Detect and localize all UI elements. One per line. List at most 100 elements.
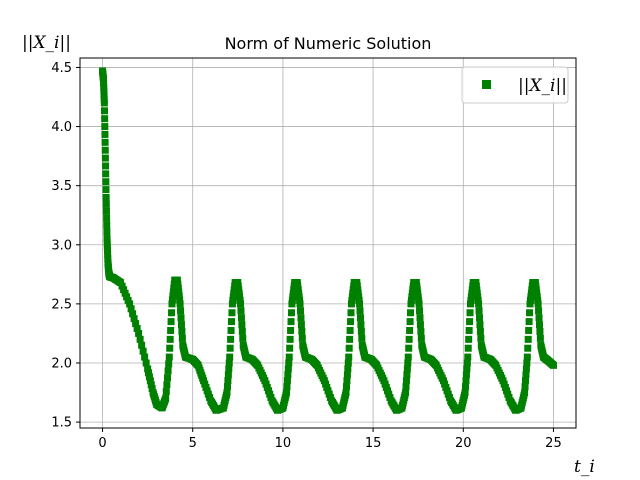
data-point	[468, 286, 476, 294]
data-layer	[99, 67, 557, 414]
data-point	[165, 353, 173, 361]
data-point	[289, 289, 297, 297]
data-point	[468, 289, 476, 297]
data-point	[164, 367, 172, 375]
data-point	[237, 300, 245, 308]
data-point	[349, 289, 357, 297]
data-point	[174, 280, 182, 288]
data-point	[104, 251, 112, 259]
data-point	[535, 314, 543, 322]
data-point	[224, 371, 232, 379]
data-point	[464, 344, 472, 352]
data-point	[354, 289, 362, 297]
data-point	[354, 286, 362, 294]
data-point	[103, 214, 111, 222]
data-point	[344, 359, 352, 367]
data-point	[521, 383, 529, 391]
data-point	[101, 130, 109, 138]
data-point	[117, 279, 125, 287]
data-point	[349, 286, 357, 294]
data-point	[532, 286, 540, 294]
data-point	[295, 289, 303, 297]
data-point	[144, 365, 152, 373]
data-point	[531, 279, 539, 287]
data-point	[100, 91, 108, 99]
data-point	[135, 329, 143, 337]
data-point	[476, 321, 484, 329]
data-point	[534, 300, 542, 308]
data-point	[521, 389, 529, 397]
data-point	[296, 300, 304, 308]
data-point	[467, 293, 475, 301]
data-point	[295, 293, 303, 301]
data-point	[163, 374, 171, 382]
data-point	[417, 327, 425, 335]
data-point	[476, 314, 484, 322]
data-point	[162, 394, 170, 402]
data-point	[223, 389, 231, 397]
data-point	[167, 318, 175, 326]
data-point	[130, 315, 138, 323]
x-tick-label-3: 15	[365, 436, 382, 451]
data-point	[533, 289, 541, 297]
data-point	[413, 282, 421, 290]
data-point	[297, 321, 305, 329]
data-point	[464, 353, 472, 361]
data-point	[177, 321, 185, 329]
grid	[80, 58, 576, 428]
y-tick-label-3: 3.0	[51, 238, 72, 253]
data-point	[525, 318, 533, 326]
data-point	[535, 321, 543, 329]
data-point	[353, 279, 361, 287]
data-point	[228, 300, 236, 308]
data-point	[462, 377, 470, 385]
data-point	[476, 327, 484, 335]
data-point	[296, 296, 304, 304]
data-point	[527, 289, 535, 297]
data-point	[223, 383, 231, 391]
data-point	[287, 309, 295, 317]
data-point	[535, 307, 543, 315]
data-point	[229, 296, 237, 304]
data-point	[409, 282, 417, 290]
data-point	[466, 318, 474, 326]
data-point	[356, 314, 364, 322]
data-point	[167, 326, 175, 334]
data-point	[402, 377, 410, 385]
data-point	[356, 307, 364, 315]
data-point	[225, 365, 233, 373]
data-point	[350, 282, 358, 290]
data-point	[175, 288, 183, 296]
data-point	[100, 95, 108, 103]
data-point	[473, 286, 481, 294]
data-point	[289, 293, 297, 301]
data-point	[235, 289, 243, 297]
data-point	[168, 300, 176, 308]
y-tick-label-0: 1.5	[51, 416, 72, 431]
data-point	[355, 293, 363, 301]
data-point	[469, 282, 477, 290]
data-point	[286, 335, 294, 343]
data-point	[177, 307, 185, 315]
data-point	[343, 371, 351, 379]
data-point	[465, 335, 473, 343]
data-point	[462, 383, 470, 391]
data-point	[102, 178, 110, 186]
data-point	[104, 247, 112, 255]
data-point	[127, 305, 135, 313]
data-point	[345, 353, 353, 361]
data-point	[402, 383, 410, 391]
data-point	[524, 344, 532, 352]
data-point	[345, 344, 353, 352]
data-point	[353, 282, 361, 290]
data-point	[228, 309, 236, 317]
ticks: 0 5 10 15 20 25 1.5 2.0 2.5 3.0 3.5 4.0 4.5	[51, 61, 561, 451]
data-point	[415, 296, 423, 304]
data-point	[236, 296, 244, 304]
data-point	[177, 314, 185, 322]
data-point	[237, 307, 245, 315]
data-point	[166, 335, 174, 343]
data-point	[103, 239, 111, 247]
data-point	[100, 99, 108, 107]
